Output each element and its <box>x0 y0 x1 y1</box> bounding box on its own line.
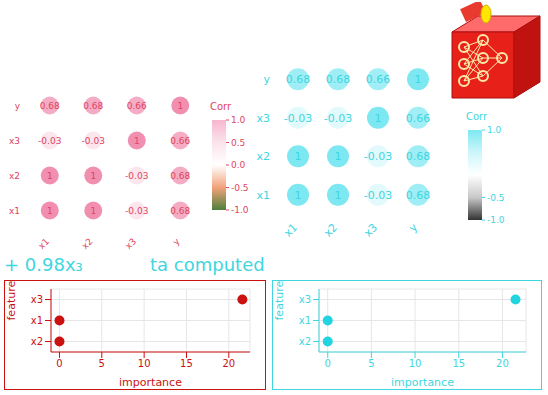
svg-text:1.0: 1.0 <box>487 125 502 135</box>
svg-text:x3: x3 <box>31 294 43 305</box>
svg-text:-0.03: -0.03 <box>364 150 392 163</box>
svg-text:importance: importance <box>391 376 454 388</box>
svg-text:1: 1 <box>47 206 53 216</box>
svg-text:0.66: 0.66 <box>127 101 147 111</box>
svg-text:0: 0 <box>56 358 62 369</box>
svg-text:1: 1 <box>335 150 342 163</box>
svg-text:1: 1 <box>295 189 302 202</box>
svg-text:x3: x3 <box>299 294 311 305</box>
svg-text:20: 20 <box>222 358 235 369</box>
svg-text:0.68: 0.68 <box>170 206 190 216</box>
svg-text:-1.0: -1.0 <box>231 205 249 215</box>
svg-text:y: y <box>171 236 182 247</box>
svg-text:0.68: 0.68 <box>406 150 431 163</box>
svg-text:1: 1 <box>47 171 53 181</box>
svg-text:-0.03: -0.03 <box>82 136 105 146</box>
svg-text:y: y <box>406 221 420 235</box>
svg-text:0: 0 <box>325 358 331 369</box>
svg-text:1: 1 <box>90 171 96 181</box>
svg-text:0.68: 0.68 <box>406 189 431 202</box>
svg-text:x2: x2 <box>31 336 43 347</box>
svg-text:-0.03: -0.03 <box>38 136 61 146</box>
svg-text:Corr: Corr <box>466 111 488 122</box>
svg-text:x2: x2 <box>321 221 340 240</box>
svg-text:-0.03: -0.03 <box>284 112 312 125</box>
svg-text:x3: x3 <box>9 136 20 146</box>
svg-text:x3: x3 <box>256 112 270 125</box>
svg-text:importance: importance <box>119 376 182 388</box>
svg-text:x1: x1 <box>256 189 270 202</box>
svg-text:1: 1 <box>90 206 96 216</box>
svg-text:0.5: 0.5 <box>231 138 245 148</box>
svg-text:1: 1 <box>335 189 342 202</box>
svg-text:1: 1 <box>134 136 140 146</box>
svg-text:0.0: 0.0 <box>231 160 246 170</box>
svg-text:0.68: 0.68 <box>83 101 103 111</box>
html-text:+ 0.98x₃: + 0.98x₃ <box>4 254 83 275</box>
svg-text:5: 5 <box>99 358 105 369</box>
svg-text:x1: x1 <box>299 315 311 326</box>
svg-text:y: y <box>263 73 270 86</box>
svg-text:15: 15 <box>180 358 193 369</box>
svg-text:Corr: Corr <box>210 101 232 112</box>
svg-text:x1: x1 <box>9 206 20 216</box>
svg-text:1: 1 <box>177 101 183 111</box>
svg-text:x2: x2 <box>9 171 20 181</box>
svg-text:0.66: 0.66 <box>366 73 391 86</box>
svg-text:x2: x2 <box>299 336 311 347</box>
svg-text:feature: feature <box>5 281 18 321</box>
svg-text:-0.03: -0.03 <box>324 112 352 125</box>
svg-text:x3: x3 <box>123 236 138 251</box>
svg-text:-0.03: -0.03 <box>125 171 148 181</box>
svg-text:20: 20 <box>496 358 509 369</box>
svg-text:x3: x3 <box>361 221 380 240</box>
svg-text:-0.03: -0.03 <box>364 189 392 202</box>
svg-text:x2: x2 <box>256 150 270 163</box>
svg-text:-0.5: -0.5 <box>231 183 249 193</box>
svg-text:0.68: 0.68 <box>40 101 60 111</box>
svg-text:1.0: 1.0 <box>231 115 246 125</box>
svg-text:1: 1 <box>415 73 422 86</box>
svg-text:0.68: 0.68 <box>326 73 351 86</box>
svg-text:15: 15 <box>452 358 465 369</box>
svg-text:-0.5: -0.5 <box>487 193 505 203</box>
svg-text:y: y <box>15 101 21 111</box>
svg-text:1: 1 <box>295 150 302 163</box>
svg-text:0.66: 0.66 <box>170 136 190 146</box>
svg-text:x1: x1 <box>31 315 43 326</box>
svg-text:0.68: 0.68 <box>286 73 311 86</box>
svg-text:0.66: 0.66 <box>406 112 431 125</box>
html-text:ta computed: ta computed <box>150 254 265 275</box>
svg-text:-1.0: -1.0 <box>487 215 505 225</box>
svg-text:feature: feature <box>273 281 286 321</box>
svg-text:5: 5 <box>368 358 374 369</box>
svg-text:x1: x1 <box>36 236 51 251</box>
svg-text:x2: x2 <box>80 236 95 251</box>
svg-text:1: 1 <box>375 112 382 125</box>
svg-text:-0.03: -0.03 <box>125 206 148 216</box>
svg-text:10: 10 <box>138 358 151 369</box>
svg-text:x1: x1 <box>281 221 300 240</box>
svg-text:10: 10 <box>409 358 422 369</box>
svg-text:0.68: 0.68 <box>170 171 190 181</box>
